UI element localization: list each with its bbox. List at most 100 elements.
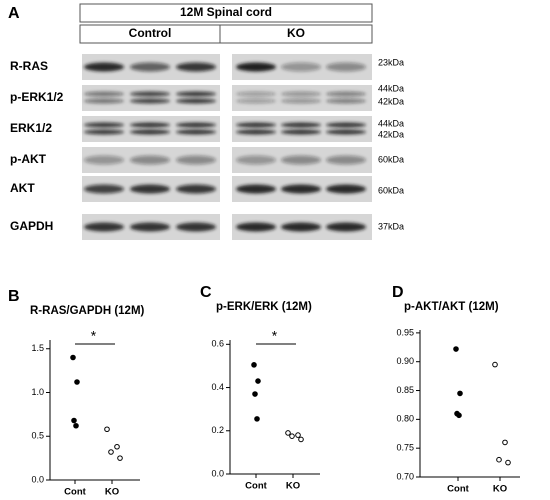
blot-band: [176, 91, 216, 97]
data-point: [114, 443, 120, 450]
x-tick-label: Cont: [64, 487, 86, 498]
panel-label: B: [8, 288, 20, 305]
blot-band: [281, 122, 321, 128]
row-label: p-ERK1/2: [10, 90, 64, 104]
blot-band: [84, 98, 124, 104]
blot-band: [326, 129, 366, 135]
blot-band: [130, 91, 170, 97]
blot-band: [281, 222, 321, 232]
blot-band: [130, 222, 170, 232]
y-tick-label: 1.5: [31, 343, 44, 353]
kda-label: 44kDa: [378, 83, 404, 93]
blot-header: 12M Spinal cord: [180, 5, 272, 19]
data-point: [453, 346, 459, 352]
data-point: [457, 390, 463, 397]
x-tick-label: Cont: [245, 481, 267, 492]
blot-band: [236, 91, 276, 97]
blot-band: [326, 155, 366, 165]
row-label: GAPDH: [10, 219, 53, 233]
panel-label: C: [200, 284, 212, 301]
y-tick-label: 0.70: [396, 471, 414, 481]
blot-strip: [232, 85, 372, 111]
kda-label: 60kDa: [378, 185, 404, 195]
blot-band: [130, 62, 170, 72]
blot-band: [236, 62, 276, 72]
header-box: [79, 3, 373, 23]
blot-band: [236, 122, 276, 128]
y-tick-label: 0.80: [396, 414, 414, 424]
y-tick-label: 0.90: [396, 356, 414, 366]
blot-band: [84, 62, 124, 72]
blot-band: [236, 98, 276, 104]
blot-band: [326, 91, 366, 97]
significance-label: *: [91, 328, 97, 344]
blot-band: [281, 129, 321, 135]
blot-band: [326, 62, 366, 72]
data-point: [117, 455, 123, 461]
blot-strip: [82, 116, 220, 142]
blot-band: [236, 155, 276, 165]
x-tick-label: KO: [105, 487, 119, 498]
blot-band: [176, 155, 216, 165]
data-point: [289, 433, 295, 439]
blot-strip: [82, 85, 220, 111]
blot-band: [84, 122, 124, 128]
data-point: [73, 422, 79, 429]
blot-band: [84, 129, 124, 135]
blot-band: [326, 122, 366, 128]
kda-label: 60kDa: [378, 154, 404, 164]
charts: B R-RAS/GAPDH (12M) 0.0 0.5 1.0 1.5 Cont KO * Cp-…: [8, 284, 520, 498]
data-point: [255, 378, 261, 384]
blot-band: [326, 222, 366, 232]
x-tick-label: KO: [286, 481, 300, 492]
group-box: [219, 24, 373, 44]
blot-band: [281, 155, 321, 165]
y-tick-label: 0.95: [396, 327, 414, 337]
blot-band: [281, 62, 321, 72]
blot-band: [130, 122, 170, 128]
data-point: [505, 459, 511, 466]
data-point: [496, 456, 502, 463]
y-tick-label: 1.0: [31, 387, 44, 397]
row-label: ERK1/2: [10, 121, 52, 135]
data-point: [492, 361, 498, 368]
data-point: [71, 417, 77, 424]
data-point: [295, 432, 301, 438]
y-tick-label: 0.6: [211, 339, 224, 349]
significance-label: *: [272, 328, 278, 344]
kda-label: 37kDa: [378, 221, 404, 231]
y-tick-label: 0.5: [31, 431, 44, 441]
data-point: [298, 436, 304, 443]
blot-band: [176, 222, 216, 232]
row-label: R-RAS: [10, 59, 48, 73]
data-point: [252, 391, 258, 397]
blot-band: [176, 129, 216, 135]
kda-label: 42kDa: [378, 96, 404, 106]
blot-band: [84, 222, 124, 232]
data-point: [74, 379, 80, 385]
chart-title: p-ERK/ERK (12M): [216, 301, 312, 313]
blot-band: [236, 222, 276, 232]
blot-band: [176, 62, 216, 72]
group-label: Control: [129, 26, 172, 40]
blot-band: [130, 98, 170, 104]
y-tick-label: 0.85: [396, 385, 414, 395]
panel-label: A: [8, 5, 20, 22]
data-point: [251, 362, 257, 368]
blot-band: [281, 98, 321, 104]
y-tick-label: 0.0: [31, 474, 44, 484]
data-point: [254, 416, 260, 422]
group-label: KO: [287, 26, 305, 40]
row-label: p-AKT: [10, 152, 47, 166]
panel-label: D: [392, 284, 404, 301]
blot-band: [281, 184, 321, 194]
blot-band: [236, 129, 276, 135]
data-point: [456, 412, 462, 419]
y-tick-label: 0.75: [396, 443, 414, 453]
row-label: AKT: [10, 181, 35, 195]
data-point: [502, 439, 508, 446]
y-tick-label: 0.2: [211, 425, 224, 435]
kda-label: 42kDa: [378, 129, 404, 139]
blot-band: [130, 155, 170, 165]
chart-title: R-RAS/GAPDH (12M): [30, 305, 145, 317]
